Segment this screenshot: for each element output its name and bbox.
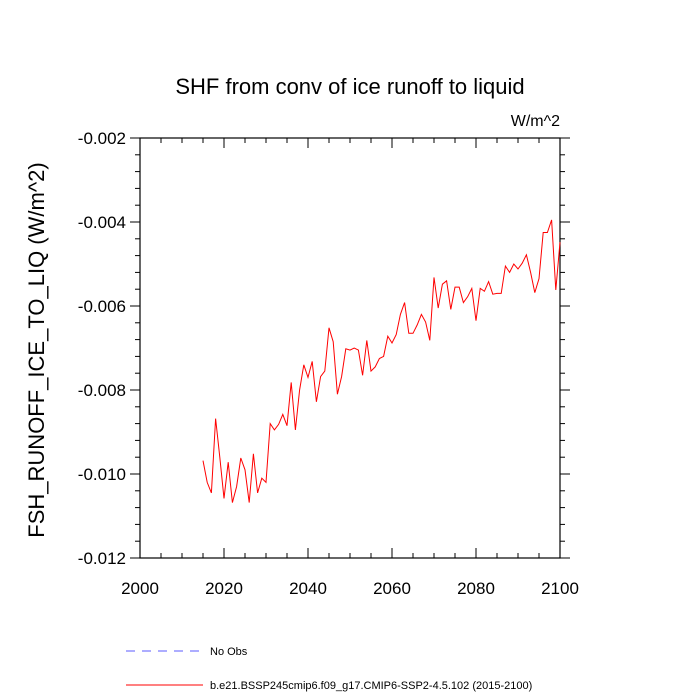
x-tick-label: 2080	[457, 579, 495, 598]
y-tick-label: -0.004	[78, 213, 126, 232]
series-line	[202, 219, 561, 503]
legend-label: b.e21.BSSP245cmip6.f09_g17.CMIP6-SSP2-4.…	[210, 680, 532, 692]
x-tick-label: 2060	[373, 579, 411, 598]
x-tick-label: 2040	[289, 579, 327, 598]
y-tick-label: -0.008	[78, 381, 126, 400]
units-label: W/m^2	[511, 113, 560, 130]
y-tick-label: -0.012	[78, 549, 126, 568]
y-tick-label: -0.006	[78, 297, 126, 316]
x-tick-label: 2000	[121, 579, 159, 598]
series-group	[202, 219, 561, 503]
y-tick-label: -0.002	[78, 129, 126, 148]
legend: No Obs b.e21.BSSP245cmip6.f09_g17.CMIP6-S…	[126, 646, 532, 692]
x-tick-label: 2100	[541, 579, 579, 598]
y-axis-label: FSH_RUNOFF_ICE_TO_LIQ (W/m^2)	[24, 162, 49, 537]
axis-ticks	[130, 137, 570, 559]
axis-tick-labels: 2000 2020 2040 2060 2080 2100 -0.012 -0.010 -0.0…	[78, 129, 579, 598]
legend-label: No Obs	[210, 646, 248, 658]
chart-title: SHF from conv of ice runoff to liquid	[175, 74, 524, 99]
y-tick-label: -0.010	[78, 465, 126, 484]
plot-area-frame	[139, 137, 561, 559]
x-tick-label: 2020	[205, 579, 243, 598]
